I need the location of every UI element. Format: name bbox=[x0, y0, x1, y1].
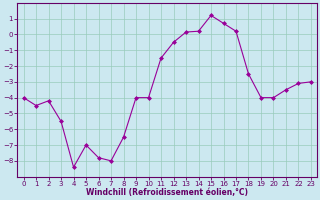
X-axis label: Windchill (Refroidissement éolien,°C): Windchill (Refroidissement éolien,°C) bbox=[86, 188, 248, 197]
